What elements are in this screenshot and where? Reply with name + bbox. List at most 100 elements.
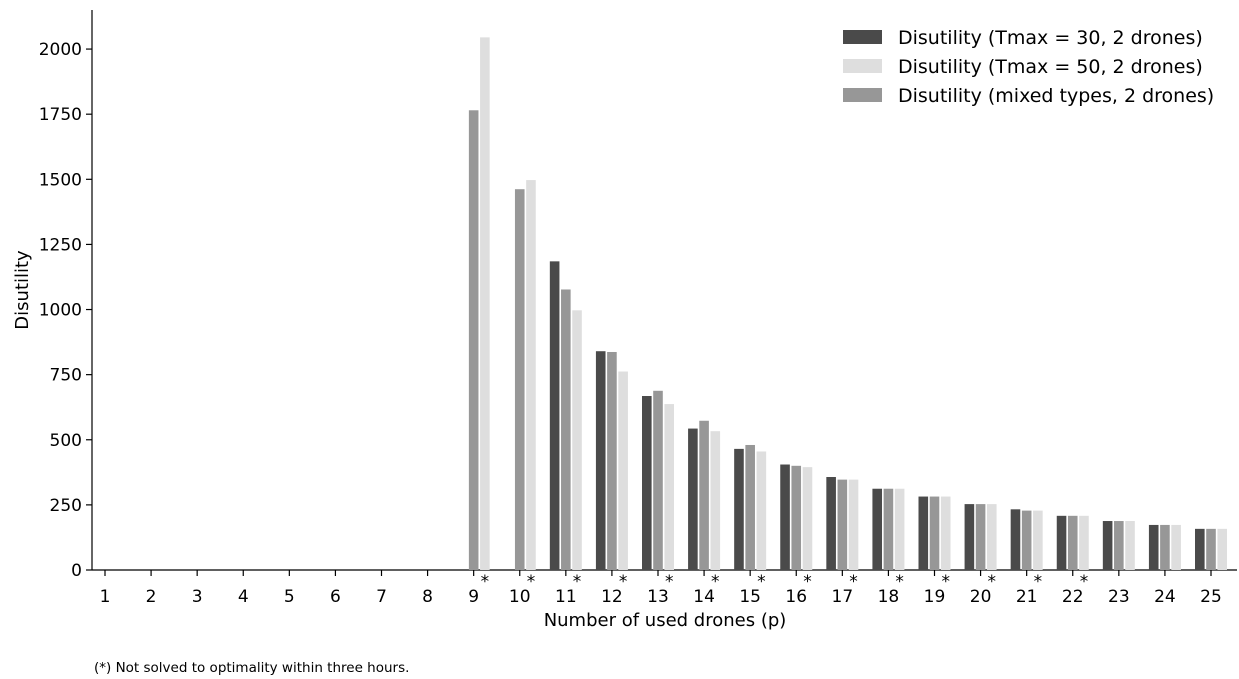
bar (1102, 521, 1113, 570)
bars (468, 37, 1227, 571)
star-marker: * (619, 572, 628, 592)
x-tick-label: 4 (238, 587, 249, 607)
star-marker: * (849, 572, 858, 592)
y-tick-label: 1250 (39, 235, 82, 255)
bar (1171, 524, 1181, 570)
star-marker: * (757, 572, 766, 592)
x-ticks: 1 2 3 4 5 6 7 8 9 10 11 12 13 14 15 16 17 18 19 20 21 22 23 24 2… (100, 570, 1222, 607)
bar (894, 488, 905, 570)
bar (607, 351, 617, 570)
x-tick-label: 12 (601, 587, 623, 607)
y-tick-label: 1750 (39, 105, 82, 125)
bar (688, 428, 698, 570)
bar (791, 465, 802, 570)
legend-label: Disutility (Tmax = 50, 2 drones) (898, 56, 1203, 78)
star-marker: * (711, 572, 720, 592)
y-tick-label: 1500 (39, 170, 82, 190)
bar (595, 351, 606, 570)
y-ticks: 0 250 500 750 1000 1250 1500 1750 2000 (39, 40, 92, 581)
x-tick-label: 18 (878, 587, 900, 607)
bar (699, 420, 709, 570)
x-tick-label: 23 (1108, 587, 1130, 607)
x-tick-label: 20 (970, 587, 992, 607)
bar (1217, 528, 1227, 570)
footnote: (*) Not solved to optimality within thre… (94, 660, 410, 676)
bar (618, 371, 628, 570)
y-tick-label: 0 (71, 561, 82, 581)
bar (561, 289, 571, 570)
bar (572, 310, 582, 570)
bar (975, 504, 986, 570)
star-marker: * (481, 572, 490, 592)
bar (549, 261, 560, 570)
bar (1195, 528, 1205, 570)
y-tick-label: 500 (50, 431, 82, 451)
bar (883, 488, 894, 570)
not-optimal-markers: * * * * * * * * * * * * * * (481, 572, 1089, 592)
bar (480, 37, 490, 571)
x-tick-label: 19 (924, 587, 946, 607)
legend: Disutility (Tmax = 30, 2 drones) Disutili… (843, 27, 1214, 107)
y-tick-label: 2000 (39, 40, 82, 60)
x-tick-label: 6 (330, 587, 341, 607)
bar (1148, 524, 1159, 570)
star-marker: * (573, 572, 582, 592)
bar (1021, 510, 1032, 570)
bar (1079, 515, 1089, 570)
bar (1125, 521, 1135, 570)
bar (734, 448, 744, 570)
bar (468, 110, 479, 570)
x-tick-label: 16 (785, 587, 807, 607)
x-tick-label: 25 (1200, 587, 1222, 607)
bar (642, 396, 652, 570)
x-axis-title: Number of used drones (p) (544, 610, 787, 631)
bar (929, 496, 940, 570)
bar (1206, 528, 1216, 570)
bar (940, 496, 951, 570)
bar (1160, 524, 1170, 570)
legend-swatch (843, 88, 882, 102)
bar (1067, 515, 1078, 570)
x-tick-label: 2 (146, 587, 157, 607)
x-tick-label: 24 (1154, 587, 1176, 607)
bar (664, 404, 674, 570)
y-axis-title: Disutility (12, 250, 33, 330)
x-tick-label: 8 (422, 587, 433, 607)
bar (848, 479, 859, 570)
bar (1114, 521, 1124, 570)
bar (745, 444, 755, 570)
legend-swatch (843, 59, 882, 73)
bar (918, 496, 929, 570)
legend-label: Disutility (mixed types, 2 drones) (898, 85, 1214, 107)
star-marker: * (1080, 572, 1089, 592)
bar (802, 467, 813, 570)
y-tick-label: 250 (50, 496, 82, 516)
x-tick-label: 11 (555, 587, 577, 607)
x-tick-label: 10 (509, 587, 531, 607)
bar (514, 189, 525, 570)
bar (1033, 510, 1043, 570)
x-tick-label: 3 (192, 587, 203, 607)
x-tick-label: 22 (1062, 587, 1084, 607)
x-tick-label: 15 (739, 587, 761, 607)
x-tick-label: 13 (647, 587, 669, 607)
bar (710, 431, 721, 570)
star-marker: * (1034, 572, 1043, 592)
star-marker: * (803, 572, 812, 592)
y-tick-label: 1000 (39, 301, 82, 321)
star-marker: * (665, 572, 674, 592)
star-marker: * (988, 572, 997, 592)
x-tick-label: 1 (100, 587, 111, 607)
legend-label: Disutility (Tmax = 30, 2 drones) (898, 27, 1203, 49)
x-tick-label: 17 (832, 587, 854, 607)
bar (872, 488, 883, 570)
bar (1010, 509, 1021, 570)
bar (964, 504, 975, 570)
bar (653, 390, 663, 570)
bar (756, 451, 767, 570)
bar (780, 464, 790, 570)
star-marker: * (527, 572, 536, 592)
x-tick-label: 9 (468, 587, 479, 607)
bar (1056, 515, 1067, 570)
x-tick-label: 21 (1016, 587, 1038, 607)
